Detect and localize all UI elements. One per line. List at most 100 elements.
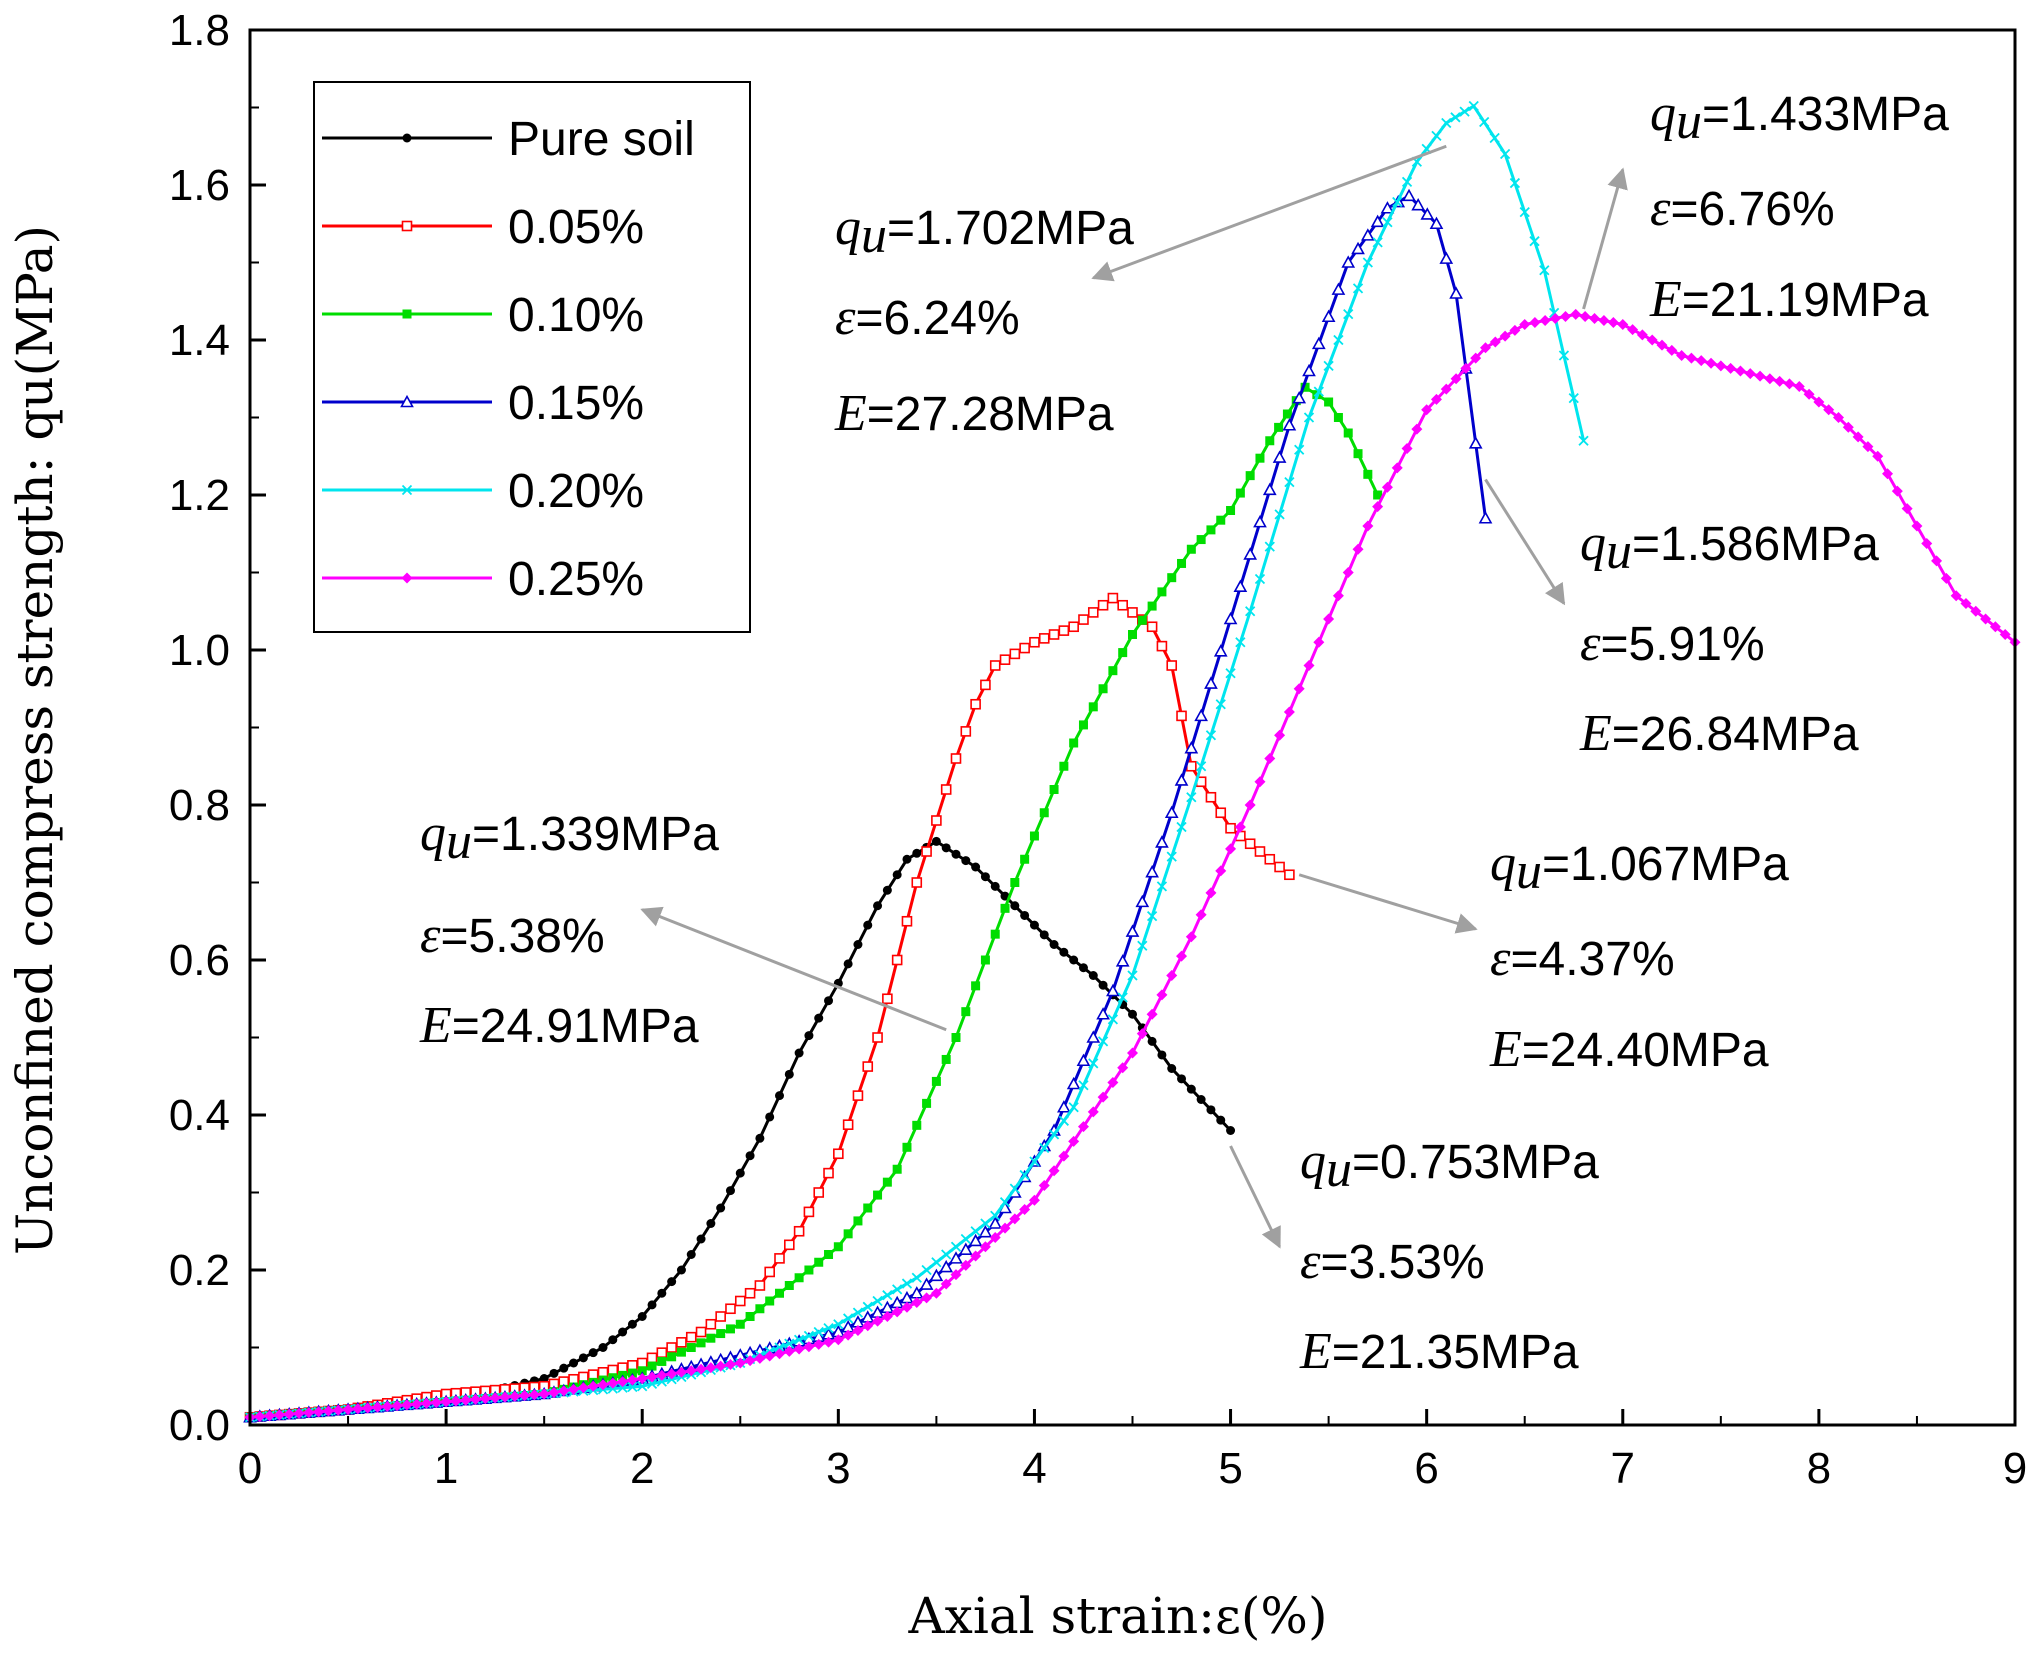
data-point	[1058, 1115, 1069, 1126]
data-point	[1382, 217, 1393, 228]
data-point	[675, 1366, 687, 1378]
data-point	[1332, 590, 1344, 602]
data-point	[1519, 206, 1530, 218]
data-point	[637, 1366, 647, 1376]
data-point	[421, 1397, 432, 1409]
data-point	[1147, 1036, 1157, 1046]
data-point	[646, 1378, 658, 1390]
data-point	[1373, 490, 1383, 500]
data-point	[989, 660, 1001, 671]
data-point	[696, 1234, 706, 1244]
data-point	[1107, 592, 1119, 604]
data-point	[725, 1324, 735, 1334]
data-point	[1068, 1102, 1079, 1113]
data-point	[1282, 418, 1297, 431]
data-point	[1989, 621, 2001, 633]
data-point	[479, 1393, 491, 1405]
legend-label: 0.20%	[508, 465, 644, 518]
data-point	[705, 1362, 717, 1374]
legend-label: 0.10%	[508, 289, 644, 342]
data-point	[1950, 590, 1962, 602]
svg-text:qu=1.433MPa: qu=1.433MPa	[1650, 85, 1949, 150]
data-point	[901, 1301, 913, 1313]
data-point	[647, 1361, 657, 1371]
data-point	[823, 1336, 835, 1348]
data-point	[1078, 720, 1088, 730]
y-tick-label: 0.2	[169, 1246, 230, 1295]
svg-text:E=24.40MPa: E=24.40MPa	[1489, 1021, 1769, 1078]
data-point	[637, 1312, 647, 1321]
data-point	[1539, 265, 1550, 276]
data-point	[528, 1389, 540, 1401]
data-point	[931, 1076, 941, 1086]
data-point	[587, 1369, 599, 1380]
data-point	[1302, 363, 1316, 377]
data-point	[1225, 822, 1236, 834]
data-point	[1685, 352, 1697, 364]
svg-text:E=21.19MPa: E=21.19MPa	[1649, 271, 1929, 328]
data-point	[1087, 607, 1099, 618]
data-point	[939, 1259, 954, 1273]
legend-box	[313, 81, 751, 633]
data-point	[1254, 846, 1266, 857]
data-point	[637, 1381, 648, 1392]
data-point	[264, 1410, 276, 1422]
data-point	[960, 1233, 971, 1245]
data-point	[843, 1229, 853, 1239]
data-point	[1539, 314, 1551, 326]
data-point	[1303, 660, 1315, 671]
data-point	[607, 1364, 619, 1376]
data-point	[1519, 319, 1531, 330]
data-point	[667, 1277, 677, 1287]
data-point	[548, 1386, 560, 1398]
data-point	[273, 1409, 285, 1421]
svg-text:E=26.84MPa: E=26.84MPa	[1579, 705, 1859, 762]
data-point	[617, 1362, 628, 1373]
y-tick-label: 0.0	[169, 1401, 230, 1450]
data-point	[1509, 324, 1521, 336]
data-point	[1174, 773, 1189, 786]
data-point	[882, 1177, 892, 1187]
data-point	[1195, 909, 1207, 921]
data-point	[627, 1360, 638, 1371]
data-point	[636, 1373, 648, 1384]
data-point	[940, 784, 952, 795]
data-point	[1293, 683, 1305, 695]
data-point	[1156, 989, 1168, 1001]
data-point	[1274, 509, 1285, 520]
data-point	[949, 1251, 963, 1264]
data-point	[931, 1257, 942, 1268]
data-point	[1106, 983, 1120, 997]
data-point	[1048, 629, 1060, 640]
data-point	[1117, 992, 1128, 1003]
data-point	[1215, 807, 1227, 819]
data-point	[813, 1187, 825, 1198]
data-point	[1570, 308, 1582, 320]
data-point	[765, 1112, 775, 1122]
data-point	[705, 1318, 717, 1330]
data-point	[1069, 955, 1079, 965]
data-point	[754, 1280, 766, 1291]
data-point	[1421, 404, 1433, 416]
data-point	[1245, 471, 1255, 481]
data-point	[1499, 148, 1511, 160]
data-point	[626, 1374, 638, 1386]
data-point	[1509, 177, 1521, 189]
data-point	[824, 996, 834, 1006]
data-point	[371, 1401, 383, 1413]
data-point	[1196, 535, 1206, 545]
y-tick-label: 1.8	[169, 6, 230, 55]
data-point	[891, 1306, 903, 1318]
data-point	[755, 1304, 765, 1314]
data-point	[1529, 316, 1541, 328]
data-point	[999, 1222, 1011, 1234]
data-point	[1705, 357, 1717, 369]
data-point	[1205, 791, 1217, 803]
data-point	[911, 877, 923, 888]
data-point	[912, 848, 922, 858]
data-point	[1157, 1050, 1167, 1060]
data-point	[1205, 887, 1217, 899]
data-point	[833, 1242, 843, 1252]
data-point	[1069, 738, 1079, 748]
y-tick-label: 0.4	[169, 1091, 230, 1140]
